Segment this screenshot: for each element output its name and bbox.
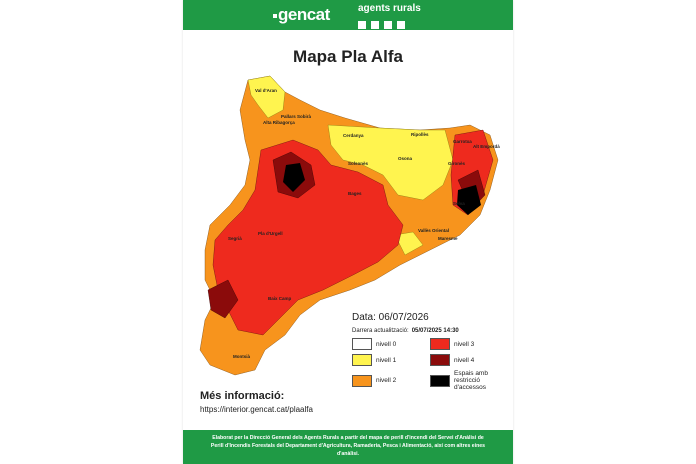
legend-item: Espais amb restricció d'accessos [430, 370, 510, 391]
map-label: Alta Ribagorça [263, 120, 295, 125]
poster: gencat agents rurals Mapa Pla Alfa Val d… [183, 0, 513, 464]
map-label: Selva [453, 201, 465, 206]
date: Data: 06/07/2026 [352, 312, 429, 323]
legend-label: Espais amb restricció d'accessos [454, 370, 488, 391]
legend-label: nivell 0 [376, 340, 397, 348]
legend-label: nivell 1 [376, 356, 397, 364]
info-panel: Data: 06/07/2026 Darrera actualització: 0… [352, 312, 507, 391]
map-label: Garrotxa [453, 139, 472, 144]
legend-swatch [352, 374, 372, 387]
unit: agents rurals [358, 3, 421, 14]
map-label: Bages [348, 191, 362, 196]
footer-line: Perill d'Incendis Forestals del Departam… [210, 443, 486, 449]
map-label: Pla d'Urgell [258, 231, 283, 236]
legend-item: nivell 3 [430, 338, 510, 350]
unit-icon [358, 16, 410, 34]
map-label: Montsià [233, 354, 250, 359]
map-label: Vallès Oriental [418, 228, 449, 233]
legend-swatch [430, 354, 450, 366]
legend-item: nivell 2 [352, 370, 430, 391]
legend-item: nivell 4 [430, 354, 510, 366]
legend-swatch [430, 374, 450, 387]
url: https://interior.gencat.cat/plaalfa [200, 405, 313, 414]
legend-swatch [352, 338, 372, 350]
legend-label: nivell 2 [376, 377, 397, 384]
footer-line: Elaborat per la Direcció General dels Ag… [212, 435, 484, 441]
legend-swatch [430, 338, 450, 350]
legend-label: nivell 3 [454, 340, 475, 348]
brand: gencat [273, 5, 330, 25]
update: Darrera actualització: 05/07/2025 14:30 [352, 328, 507, 334]
legend-swatch [352, 354, 372, 366]
title: Mapa Pla Alfa [293, 47, 403, 66]
map-label: Alt Empordà [473, 144, 500, 149]
header: gencat agents rurals [183, 0, 513, 30]
footer-line: d'anàlisi. [337, 451, 359, 457]
legend-item: nivell 0 [352, 338, 430, 350]
map-label: Ripollès [411, 132, 429, 137]
map-label: Baix Camp [268, 296, 292, 301]
map-label: Pallars Sobirà [281, 114, 312, 119]
map-label: Cerdanya [343, 133, 364, 138]
update-value: 05/07/2025 14:30 [411, 328, 459, 334]
update-label: Darrera actualització: [352, 328, 409, 334]
map-label: Solsonès [348, 161, 369, 166]
more-info: Més informació: [200, 390, 285, 402]
legend: nivell 0 nivell 3 nivell 1 nivell 4 nivell 2… [352, 338, 507, 391]
region-level-1 [247, 75, 454, 256]
legend-item: nivell 1 [352, 354, 430, 366]
map-label: Segrià [228, 236, 242, 241]
brand-text: gencat [278, 5, 330, 24]
legend-label: nivell 4 [454, 356, 475, 364]
map-label: Osona [398, 156, 413, 161]
map-label: Maresme [438, 236, 458, 241]
footer: Elaborat per la Direcció General dels Ag… [183, 430, 513, 464]
map-label: Val d'Aran [255, 88, 277, 93]
map-label: Gironès [448, 161, 466, 166]
